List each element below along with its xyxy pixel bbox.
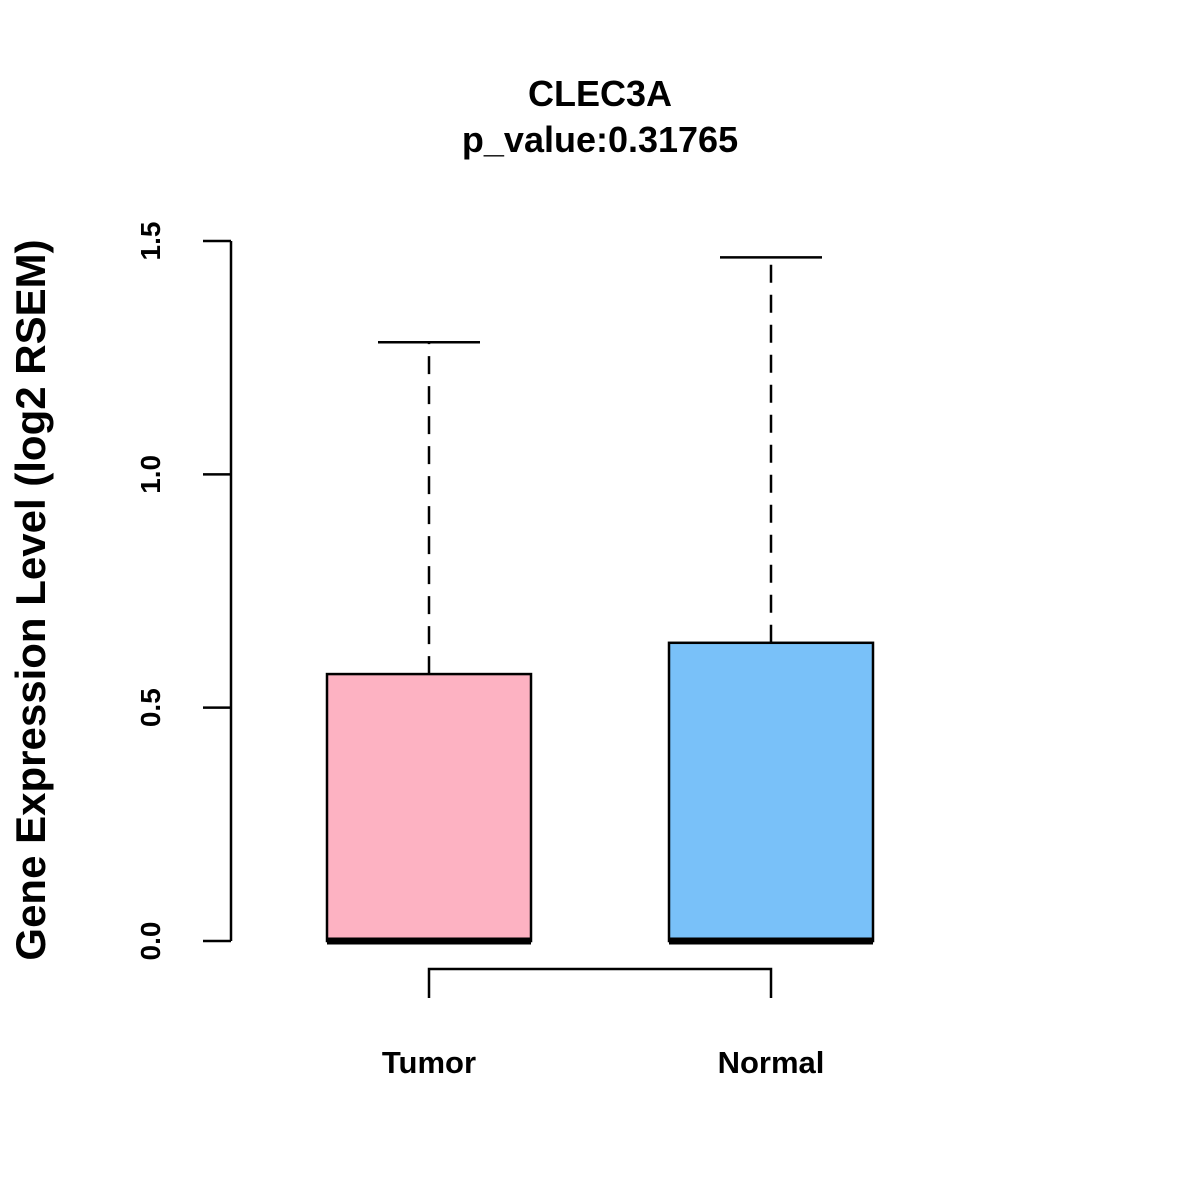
box-body [325,672,533,943]
comparison-bracket [427,967,773,998]
y-tick-label: 0.0 [135,922,166,961]
box-tumor [325,341,533,945]
chart-subtitle: p_value:0.31765 [462,119,738,160]
y-tick-label: 1.0 [135,455,166,494]
bracket-line [427,967,773,998]
y-tick-label: 1.5 [135,222,166,261]
box-body [667,641,875,943]
y-axis-ticks: 0.0 0.5 1.0 1.5 [135,222,231,961]
x-category-label: Normal [718,1045,825,1080]
x-category-label: Tumor [382,1045,476,1080]
box-group [325,256,875,945]
box-normal [667,256,875,945]
y-tick-label: 0.5 [135,688,166,727]
chart-title: CLEC3A [528,73,672,114]
x-category-labels: Tumor Normal [382,1045,824,1080]
y-axis-label: Gene Expression Level (log2 RSEM) [7,239,54,960]
